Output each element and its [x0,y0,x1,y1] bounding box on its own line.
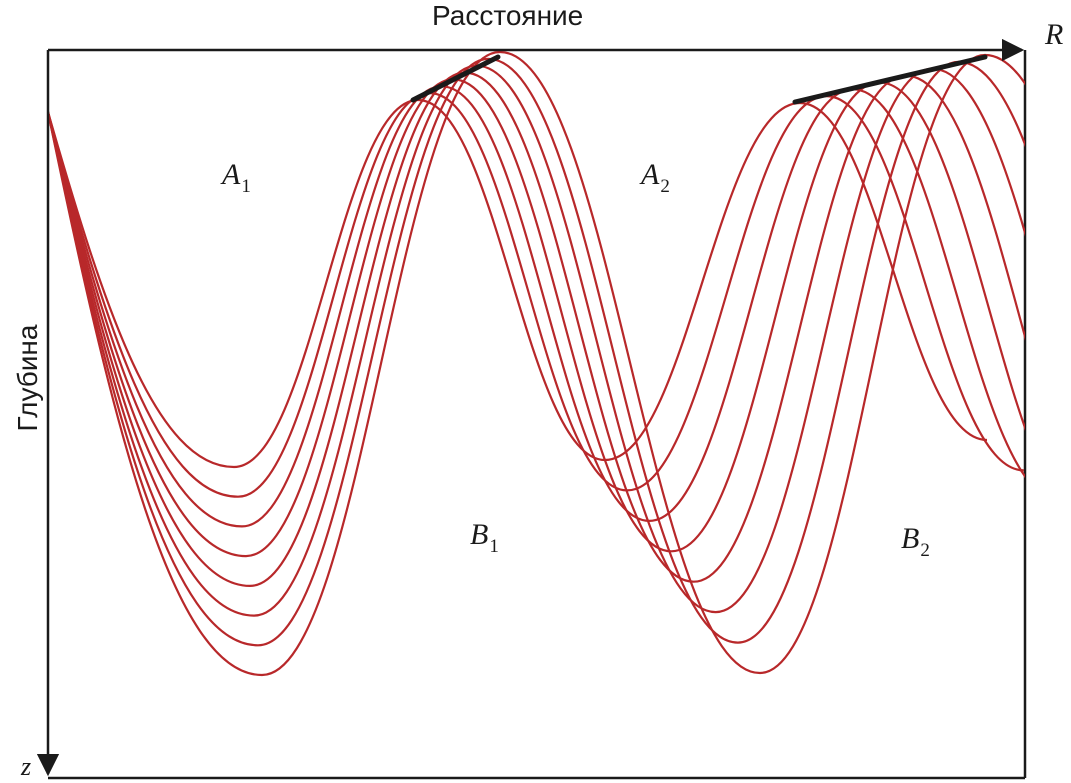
ray-trajectory-6 [48,64,1025,617]
ray-fan [48,50,1025,677]
depth-axis-title: Глубина [12,324,43,432]
zone-label-b1: B1 [470,518,499,557]
ray-trajectory-5 [48,71,1025,588]
zone-letter: A [641,158,660,191]
surface-caustic-segment-1 [410,54,501,103]
ray-trajectory-4 [48,78,1025,558]
zone-subscript: 2 [660,176,670,197]
ray-trajectory-3 [48,85,1025,528]
zone-label-b2: B2 [901,522,930,561]
ray-trajectory-2 [48,91,1024,498]
surface-caustic-segment-2 [792,54,988,105]
zone-subscript: 1 [241,176,251,197]
zone-letter: B [470,518,489,551]
ray-trajectory-8 [48,50,1025,677]
depth-axis-letter: z [21,752,32,781]
ray-trajectory-1 [48,98,988,469]
zone-letter: A [222,158,241,191]
zone-letter: B [901,522,920,555]
distance-axis-title: Расстояние [432,0,584,31]
range-axis-letter: R [1045,18,1064,51]
zone-subscript: 1 [489,536,499,557]
zone-label-a2: A2 [641,158,670,197]
zone-subscript: 2 [920,540,930,561]
zone-label-a1: A1 [222,158,251,197]
ray-trajectory-7 [48,57,1025,647]
